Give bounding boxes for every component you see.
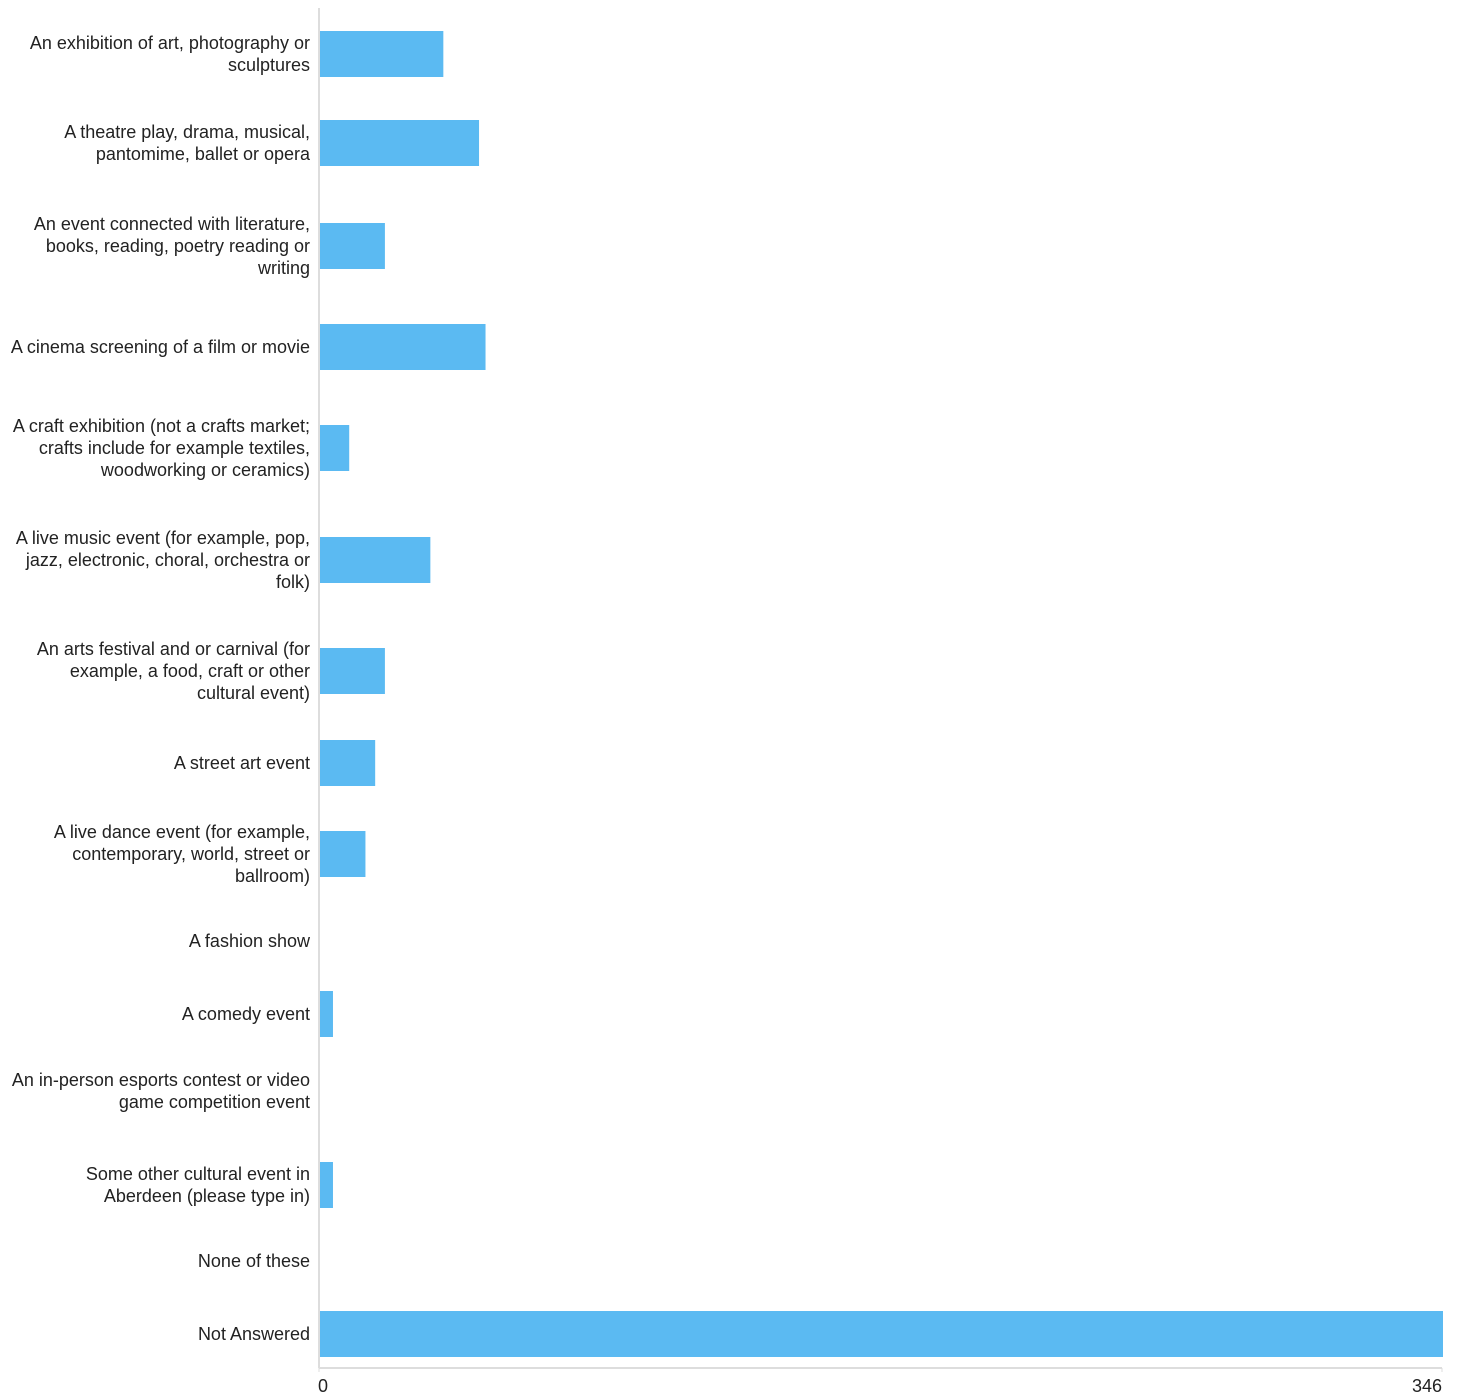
category-label: None of these	[197, 1251, 310, 1271]
category-label: An arts festival and or carnival (for ex…	[36, 639, 310, 703]
bar	[320, 223, 385, 269]
category-label: An exhibition of art, photography or scu…	[29, 33, 310, 75]
category-label: A fashion show	[188, 931, 310, 951]
bar	[320, 991, 333, 1037]
bar	[320, 831, 366, 877]
bar	[320, 425, 350, 471]
category-label: A comedy event	[181, 1004, 310, 1024]
category-label: Not Answered	[197, 1324, 310, 1344]
bar	[320, 31, 444, 77]
x-tick-label: 346	[1412, 1376, 1442, 1396]
bar	[320, 324, 486, 370]
bar	[320, 120, 480, 166]
category-label: A craft exhibition (not a crafts market;…	[12, 416, 310, 480]
category-label: A theatre play, drama, musical, pantomim…	[64, 122, 310, 164]
category-label: A live music event (for example, pop, ja…	[15, 528, 310, 592]
bar	[320, 1162, 333, 1208]
x-tick-label: 0	[318, 1376, 328, 1396]
category-label: Some other cultural event in Aberdeen (p…	[85, 1164, 310, 1206]
bar	[320, 740, 376, 786]
category-label: An in-person esports contest or video ga…	[11, 1070, 310, 1112]
category-label: A street art event	[173, 753, 310, 773]
category-label: An event connected with literature, book…	[33, 214, 310, 278]
category-label: A cinema screening of a film or movie	[10, 337, 310, 357]
category-label: A live dance event (for example, contemp…	[53, 822, 310, 886]
bar	[320, 648, 385, 694]
bar	[320, 1311, 1443, 1357]
bar	[320, 537, 431, 583]
